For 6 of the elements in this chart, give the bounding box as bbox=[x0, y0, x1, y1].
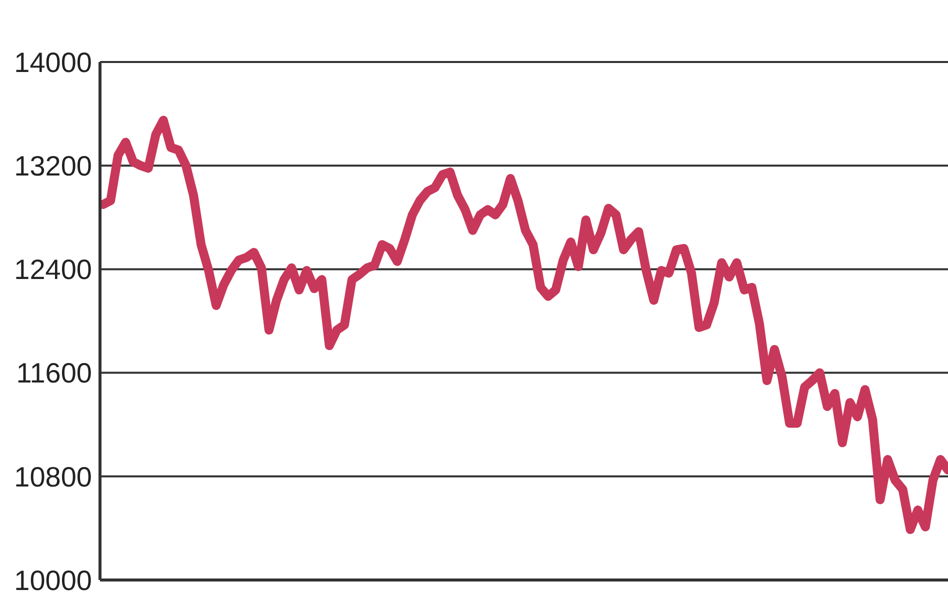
y-tick-label: 10800 bbox=[14, 461, 92, 492]
y-tick-label: 14000 bbox=[14, 46, 92, 78]
y-tick-label: 10000 bbox=[14, 564, 92, 593]
y-tick-label: 11600 bbox=[16, 358, 92, 389]
y-tick-label: 12400 bbox=[14, 254, 92, 286]
y-tick-label: 13200 bbox=[14, 150, 92, 182]
